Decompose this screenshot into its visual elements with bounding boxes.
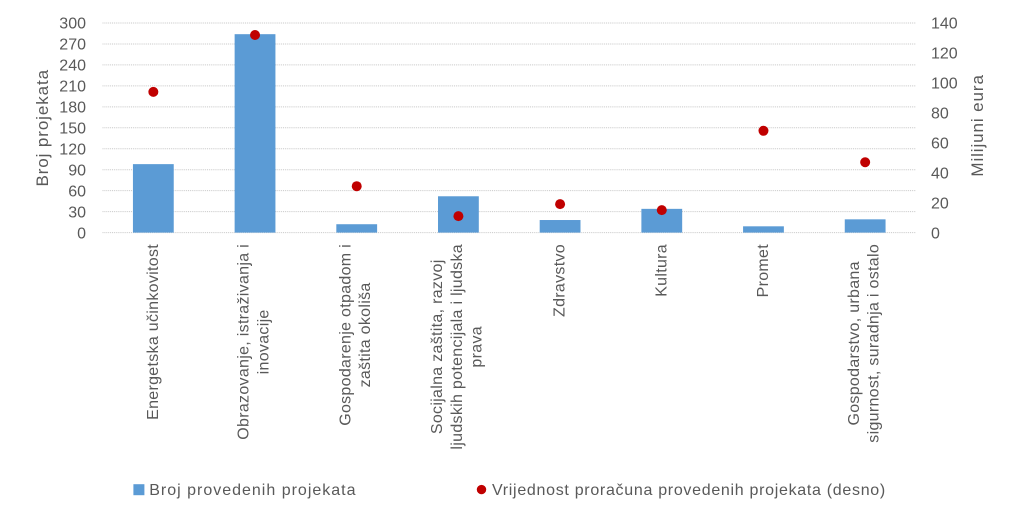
svg-text:Obrazovanje, istraživanja i: Obrazovanje, istraživanja i xyxy=(236,244,253,440)
svg-text:120: 120 xyxy=(931,46,958,63)
svg-text:0: 0 xyxy=(77,225,86,242)
svg-text:Socijalna zaštita, razvoj: Socijalna zaštita, razvoj xyxy=(429,259,446,434)
svg-text:150: 150 xyxy=(59,121,86,138)
svg-text:Broj provedenih projekata: Broj provedenih projekata xyxy=(149,482,356,499)
svg-text:zaštita okoliša: zaštita okoliša xyxy=(357,282,374,387)
svg-text:Energetska učinkovitost: Energetska učinkovitost xyxy=(145,244,162,420)
svg-text:60: 60 xyxy=(931,135,949,152)
svg-text:270: 270 xyxy=(59,37,86,54)
svg-text:ljudskih potencijala i ljudska: ljudskih potencijala i ljudska xyxy=(449,244,466,450)
svg-text:140: 140 xyxy=(931,16,958,33)
svg-text:Zdravstvo: Zdravstvo xyxy=(552,244,569,317)
svg-text:Milijuni eura: Milijuni eura xyxy=(968,74,987,176)
svg-text:Promet: Promet xyxy=(755,244,772,298)
svg-text:30: 30 xyxy=(68,204,86,221)
svg-text:sigurnost, suradnja i ostalo: sigurnost, suradnja i ostalo xyxy=(866,244,883,443)
svg-text:Broj projekata: Broj projekata xyxy=(33,69,52,187)
svg-text:inovacije: inovacije xyxy=(255,309,272,374)
svg-text:60: 60 xyxy=(68,183,86,200)
svg-text:80: 80 xyxy=(931,106,949,123)
svg-text:0: 0 xyxy=(931,225,940,242)
svg-text:Kultura: Kultura xyxy=(653,244,670,297)
svg-text:90: 90 xyxy=(68,162,86,179)
svg-text:prava: prava xyxy=(469,326,486,368)
svg-text:20: 20 xyxy=(931,195,949,212)
svg-text:40: 40 xyxy=(931,165,949,182)
svg-text:120: 120 xyxy=(59,141,86,158)
svg-text:210: 210 xyxy=(59,79,86,96)
svg-text:180: 180 xyxy=(59,100,86,117)
svg-text:300: 300 xyxy=(59,16,86,33)
svg-text:100: 100 xyxy=(931,76,958,93)
svg-text:Gospodarstvo, urbana: Gospodarstvo, urbana xyxy=(846,261,863,425)
svg-text:240: 240 xyxy=(59,58,86,75)
svg-text:Vrijednost proračuna provedeni: Vrijednost proračuna provedenih projekat… xyxy=(492,482,886,499)
svg-text:Gospodarenje otpadom i: Gospodarenje otpadom i xyxy=(337,244,354,426)
